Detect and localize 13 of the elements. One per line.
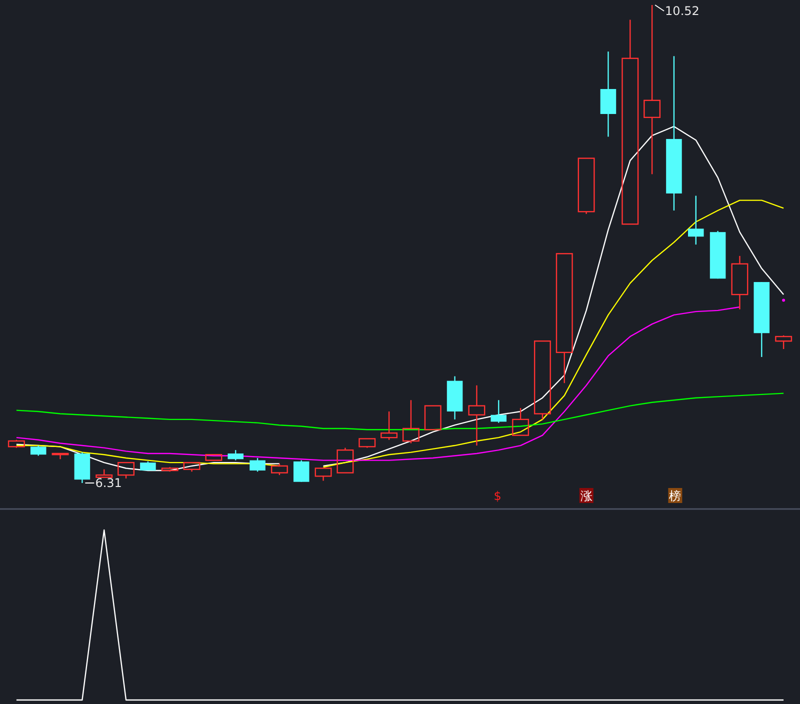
text: 涨 [580, 489, 592, 503]
text: $ [494, 489, 502, 503]
candlestick [250, 457, 266, 472]
candlestick [490, 400, 507, 424]
annotation: 6.31 [95, 476, 122, 490]
candlestick [688, 195, 704, 246]
candlestick [731, 255, 748, 310]
text: 榜 [669, 489, 682, 503]
candlestick [293, 460, 310, 482]
candlestick [468, 384, 486, 446]
annotation: 10.52 [665, 4, 700, 18]
candlestick [228, 449, 244, 461]
candlestick [30, 444, 46, 456]
